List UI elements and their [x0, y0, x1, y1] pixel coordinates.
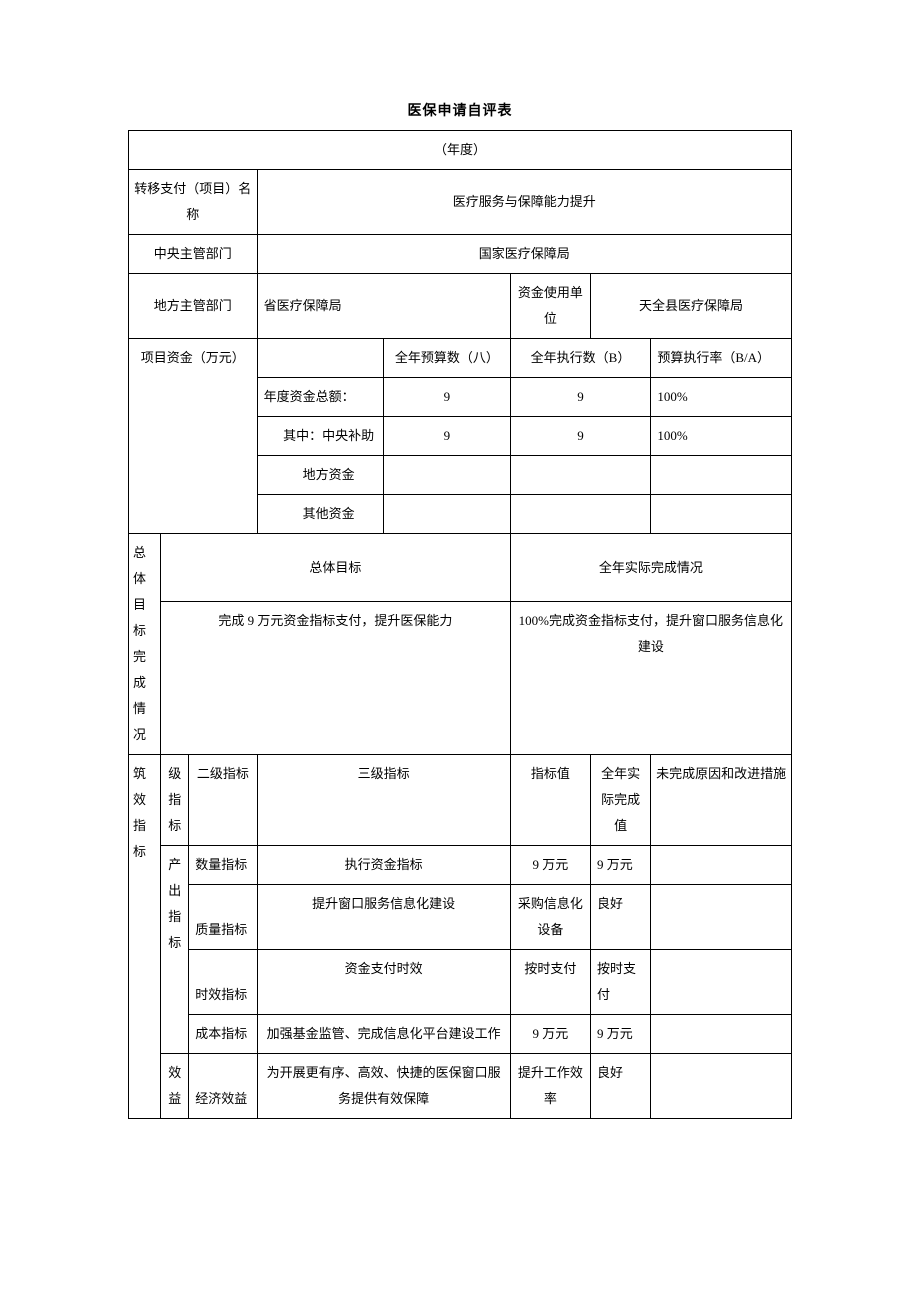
value-central-dept: 国家医疗保障局 [257, 235, 791, 274]
reason-cost [651, 1015, 792, 1054]
label-perf-indicator: 筑效指标 [129, 755, 161, 1119]
row-total-label: 年度资金总额： [257, 378, 384, 417]
l3-cost: 加强基金监管、完成信息化平台建设工作 [257, 1015, 510, 1054]
value-transfer: 医疗服务与保障能力提升 [257, 170, 791, 235]
label-central-dept: 中央主管部门 [129, 235, 258, 274]
row-other-label: 其他资金 [257, 495, 384, 534]
total-rate: 100% [651, 378, 792, 417]
central-rate: 100% [651, 417, 792, 456]
target-header: 指标值 [510, 755, 590, 846]
col-budget: 全年预算数（八） [384, 339, 511, 378]
l2-quality: 质量指标 [189, 885, 257, 950]
form-table: （年度） 转移支付（项目）名称 医疗服务与保障能力提升 中央主管部门 国家医疗保… [128, 130, 792, 1119]
col-exec: 全年执行数（B） [510, 339, 651, 378]
label-project-fund: 项目资金（万元） [129, 339, 258, 534]
central-budget: 9 [384, 417, 511, 456]
row-central-label: 其中：中央补助 [257, 417, 384, 456]
local-budget [384, 456, 511, 495]
fund-blank-cell [257, 339, 384, 378]
l2-cost: 成本指标 [189, 1015, 257, 1054]
overall-goal-header: 总体目标 [161, 534, 511, 602]
total-exec: 9 [510, 378, 651, 417]
annual-actual-header: 全年实际完成情况 [510, 534, 791, 602]
l3-time: 资金支付时效 [257, 950, 510, 1015]
actual-quality: 良好 [591, 885, 651, 950]
actual-cost: 9 万元 [591, 1015, 651, 1054]
level2-header: 二级指标 [189, 755, 257, 846]
label-transfer: 转移支付（项目）名称 [129, 170, 258, 235]
l2-qty: 数量指标 [189, 846, 257, 885]
label-local-dept: 地方主管部门 [129, 274, 258, 339]
level1-header: 级指标 [161, 755, 189, 846]
local-rate [651, 456, 792, 495]
l2-time: 时效指标 [189, 950, 257, 1015]
label-overall-progress: 总体目标完成情况 [129, 534, 161, 755]
target-qty: 9 万元 [510, 846, 590, 885]
benefit-group: 效益 [161, 1054, 189, 1119]
actual-time: 按时支付 [591, 950, 651, 1015]
annual-header: （年度） [129, 131, 792, 170]
target-time: 按时支付 [510, 950, 590, 1015]
actual-econ: 良好 [591, 1054, 651, 1119]
l3-qty: 执行资金指标 [257, 846, 510, 885]
local-exec [510, 456, 651, 495]
annual-actual-text: 100%完成资金指标支付，提升窗口服务信息化建设 [510, 602, 791, 755]
central-exec: 9 [510, 417, 651, 456]
target-econ: 提升工作效率 [510, 1054, 590, 1119]
total-budget: 9 [384, 378, 511, 417]
row-local-label: 地方资金 [257, 456, 384, 495]
reason-quality [651, 885, 792, 950]
l2-econ: 经济效益 [189, 1054, 257, 1119]
value-local-dept: 省医疗保障局 [257, 274, 510, 339]
reason-qty [651, 846, 792, 885]
l3-quality: 提升窗口服务信息化建设 [257, 885, 510, 950]
target-cost: 9 万元 [510, 1015, 590, 1054]
col-rate: 预算执行率（B/A） [651, 339, 792, 378]
level3-header: 三级指标 [257, 755, 510, 846]
reason-econ [651, 1054, 792, 1119]
value-fund-user: 天全县医疗保障局 [591, 274, 792, 339]
actual-header: 全年实际完成值 [591, 755, 651, 846]
reason-time [651, 950, 792, 1015]
other-rate [651, 495, 792, 534]
overall-goal-text: 完成 9 万元资金指标支付，提升医保能力 [161, 602, 511, 755]
reason-header: 未完成原因和改进措施 [651, 755, 792, 846]
label-fund-user: 资金使用单位 [510, 274, 590, 339]
other-exec [510, 495, 651, 534]
l3-econ: 为开展更有序、高效、快捷的医保窗口服务提供有效保障 [257, 1054, 510, 1119]
output-group: 产出指标 [161, 846, 189, 1054]
other-budget [384, 495, 511, 534]
target-quality: 采购信息化设备 [510, 885, 590, 950]
actual-qty: 9 万元 [591, 846, 651, 885]
page-title: 医保申请自评表 [128, 100, 792, 120]
